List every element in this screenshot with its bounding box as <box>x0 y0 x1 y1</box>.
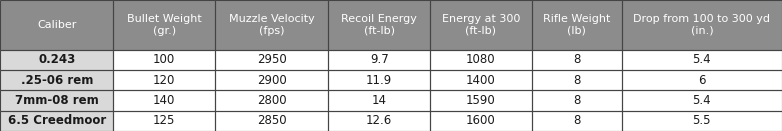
Text: 5.4: 5.4 <box>693 53 711 66</box>
Text: 2950: 2950 <box>256 53 287 66</box>
Bar <box>532 70 622 90</box>
Bar <box>622 0 782 50</box>
Text: 100: 100 <box>153 53 175 66</box>
Bar <box>328 111 430 131</box>
Text: 11.9: 11.9 <box>366 74 393 87</box>
Bar <box>328 70 430 90</box>
Bar <box>0 70 113 90</box>
Text: 8: 8 <box>573 94 580 107</box>
Text: 2800: 2800 <box>257 94 286 107</box>
Text: 12.6: 12.6 <box>366 114 393 127</box>
Text: 2900: 2900 <box>256 74 287 87</box>
Text: 1400: 1400 <box>466 74 496 87</box>
Bar <box>328 90 430 111</box>
Text: 5.5: 5.5 <box>693 114 711 127</box>
Text: 140: 140 <box>153 94 175 107</box>
Bar <box>215 90 328 111</box>
Text: Recoil Energy
(ft-lb): Recoil Energy (ft-lb) <box>341 14 418 36</box>
Bar <box>0 0 113 50</box>
Bar <box>215 111 328 131</box>
Text: Muzzle Velocity
(fps): Muzzle Velocity (fps) <box>229 14 314 36</box>
Bar <box>0 111 113 131</box>
Text: 0.243: 0.243 <box>38 53 75 66</box>
Bar <box>622 70 782 90</box>
Text: 7mm-08 rem: 7mm-08 rem <box>15 94 99 107</box>
Text: 6.5 Creedmoor: 6.5 Creedmoor <box>8 114 106 127</box>
Bar <box>215 50 328 70</box>
Text: 2850: 2850 <box>257 114 286 127</box>
Bar <box>113 70 215 90</box>
Bar <box>532 111 622 131</box>
Bar <box>328 0 430 50</box>
Text: 1590: 1590 <box>466 94 496 107</box>
Text: Rifle Weight
(lb): Rifle Weight (lb) <box>543 14 611 36</box>
Bar <box>532 90 622 111</box>
Text: 1600: 1600 <box>466 114 496 127</box>
Bar <box>0 50 113 70</box>
Bar <box>622 50 782 70</box>
Bar <box>430 0 532 50</box>
Text: 125: 125 <box>153 114 175 127</box>
Bar <box>532 50 622 70</box>
Bar <box>0 90 113 111</box>
Text: Energy at 300
(ft-lb): Energy at 300 (ft-lb) <box>442 14 520 36</box>
Bar <box>430 90 532 111</box>
Bar <box>215 0 328 50</box>
Text: Caliber: Caliber <box>37 20 77 30</box>
Text: Bullet Weight
(gr.): Bullet Weight (gr.) <box>127 14 202 36</box>
Bar <box>328 50 430 70</box>
Bar <box>532 0 622 50</box>
Bar <box>622 90 782 111</box>
Text: 8: 8 <box>573 53 580 66</box>
Bar <box>430 50 532 70</box>
Text: 8: 8 <box>573 114 580 127</box>
Bar <box>622 111 782 131</box>
Text: 9.7: 9.7 <box>370 53 389 66</box>
Bar <box>113 50 215 70</box>
Bar <box>430 70 532 90</box>
Bar <box>215 70 328 90</box>
Text: 120: 120 <box>153 74 175 87</box>
Text: .25-06 rem: .25-06 rem <box>20 74 93 87</box>
Text: 1080: 1080 <box>466 53 496 66</box>
Text: 5.4: 5.4 <box>693 94 711 107</box>
Text: 8: 8 <box>573 74 580 87</box>
Bar <box>113 111 215 131</box>
Text: Drop from 100 to 300 yd
(in.): Drop from 100 to 300 yd (in.) <box>633 14 770 36</box>
Bar <box>113 90 215 111</box>
Text: 14: 14 <box>371 94 387 107</box>
Bar <box>113 0 215 50</box>
Text: 6: 6 <box>698 74 705 87</box>
Bar <box>430 111 532 131</box>
